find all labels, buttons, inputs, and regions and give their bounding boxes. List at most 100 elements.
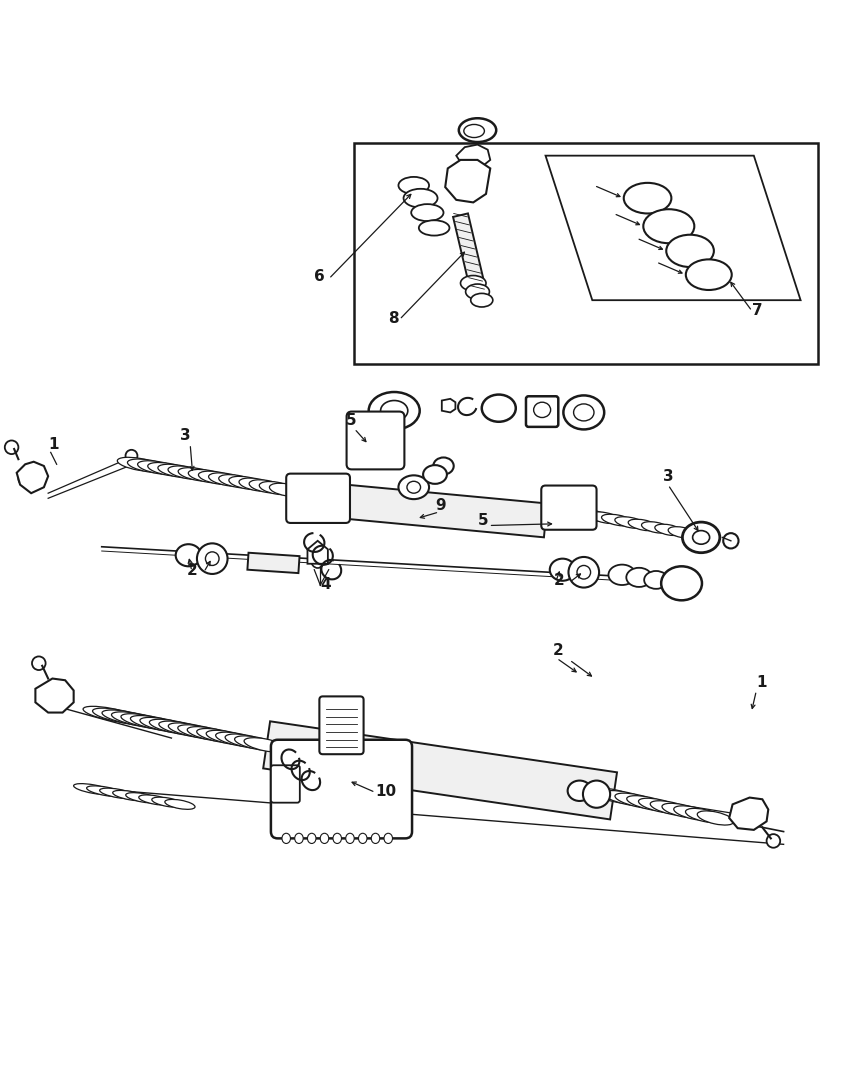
FancyBboxPatch shape (541, 486, 596, 530)
Ellipse shape (433, 457, 453, 474)
Text: 9: 9 (435, 498, 445, 514)
Polygon shape (445, 160, 490, 203)
Ellipse shape (692, 531, 709, 545)
Ellipse shape (463, 125, 484, 138)
Ellipse shape (177, 725, 224, 740)
Text: 2: 2 (554, 574, 564, 588)
Polygon shape (456, 144, 490, 169)
Ellipse shape (205, 552, 219, 565)
Polygon shape (545, 156, 800, 300)
Ellipse shape (625, 568, 651, 587)
Ellipse shape (722, 533, 738, 549)
Ellipse shape (582, 781, 609, 807)
Ellipse shape (667, 527, 694, 538)
Ellipse shape (567, 781, 590, 801)
Ellipse shape (295, 487, 306, 504)
Ellipse shape (377, 437, 390, 457)
Ellipse shape (187, 726, 233, 741)
Text: 5: 5 (345, 413, 356, 428)
Ellipse shape (225, 734, 268, 749)
Ellipse shape (178, 468, 217, 482)
Text: 4: 4 (320, 578, 331, 593)
Text: 3: 3 (180, 428, 190, 443)
Ellipse shape (197, 728, 242, 743)
Polygon shape (35, 678, 73, 712)
Ellipse shape (766, 834, 780, 848)
Ellipse shape (567, 556, 598, 587)
Ellipse shape (614, 794, 659, 808)
Ellipse shape (305, 769, 320, 789)
Ellipse shape (332, 833, 341, 844)
Ellipse shape (168, 723, 216, 738)
Text: 10: 10 (375, 784, 396, 799)
FancyBboxPatch shape (271, 740, 412, 838)
Ellipse shape (641, 522, 670, 533)
Ellipse shape (371, 833, 379, 844)
Ellipse shape (307, 833, 315, 844)
Ellipse shape (574, 509, 609, 521)
Ellipse shape (673, 806, 712, 820)
Ellipse shape (139, 795, 171, 805)
Ellipse shape (249, 480, 284, 493)
Ellipse shape (696, 811, 733, 826)
Ellipse shape (383, 833, 392, 844)
Ellipse shape (547, 499, 560, 519)
Ellipse shape (360, 437, 373, 457)
Text: 2: 2 (552, 643, 562, 658)
Ellipse shape (239, 478, 274, 491)
Ellipse shape (218, 474, 256, 488)
Ellipse shape (418, 220, 449, 236)
Ellipse shape (320, 833, 328, 844)
Ellipse shape (665, 235, 713, 267)
Ellipse shape (406, 482, 420, 493)
Ellipse shape (643, 571, 667, 588)
Ellipse shape (685, 808, 722, 822)
Ellipse shape (244, 738, 285, 752)
Ellipse shape (137, 460, 180, 474)
Ellipse shape (19, 470, 38, 487)
Ellipse shape (325, 500, 337, 517)
Ellipse shape (325, 487, 337, 504)
Ellipse shape (147, 462, 189, 476)
FancyBboxPatch shape (526, 396, 557, 427)
Ellipse shape (573, 404, 593, 421)
Ellipse shape (5, 440, 19, 454)
Polygon shape (247, 553, 299, 574)
Ellipse shape (614, 517, 646, 529)
Ellipse shape (42, 686, 66, 706)
Ellipse shape (152, 797, 183, 807)
Ellipse shape (112, 790, 148, 801)
Ellipse shape (380, 400, 407, 421)
Ellipse shape (216, 733, 259, 747)
Ellipse shape (623, 183, 671, 214)
Ellipse shape (158, 721, 207, 736)
Polygon shape (441, 398, 455, 412)
Ellipse shape (149, 719, 199, 735)
Ellipse shape (470, 294, 492, 307)
Ellipse shape (562, 395, 603, 429)
Ellipse shape (563, 499, 577, 519)
Ellipse shape (158, 465, 199, 478)
Ellipse shape (209, 473, 246, 486)
FancyBboxPatch shape (286, 473, 349, 523)
Polygon shape (343, 485, 546, 537)
FancyBboxPatch shape (346, 411, 404, 469)
Ellipse shape (125, 450, 137, 461)
Ellipse shape (654, 524, 682, 535)
Ellipse shape (398, 475, 429, 499)
Ellipse shape (269, 483, 302, 497)
Ellipse shape (460, 276, 486, 290)
Ellipse shape (125, 792, 159, 803)
Text: 5: 5 (477, 514, 487, 529)
Ellipse shape (661, 803, 701, 818)
Ellipse shape (309, 500, 321, 517)
Ellipse shape (411, 204, 443, 221)
Ellipse shape (377, 424, 390, 444)
Ellipse shape (295, 500, 306, 517)
Ellipse shape (73, 784, 112, 795)
Ellipse shape (660, 566, 701, 600)
Ellipse shape (627, 519, 658, 531)
Ellipse shape (130, 716, 181, 731)
Ellipse shape (607, 565, 635, 585)
Text: 7: 7 (751, 302, 762, 317)
